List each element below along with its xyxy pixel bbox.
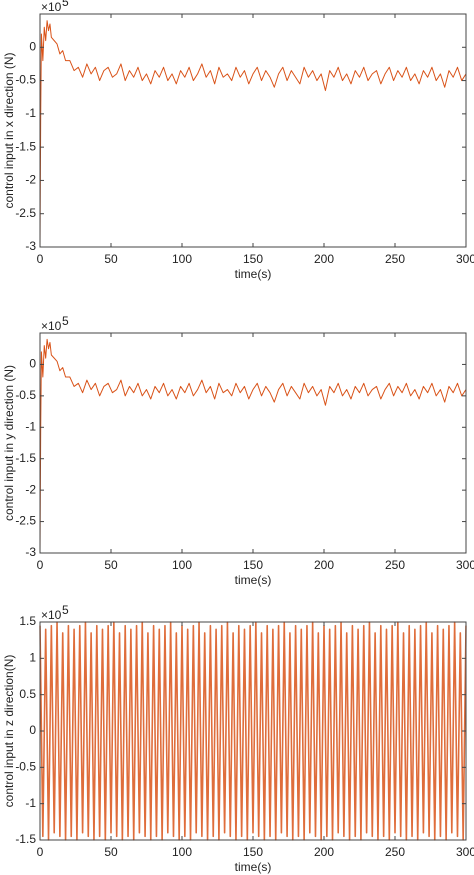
x-tick-label: 300 xyxy=(456,845,474,859)
y-exponent-base: ×10 xyxy=(41,0,62,14)
x-tick-label: 150 xyxy=(243,558,263,572)
data-line xyxy=(40,21,466,247)
axes-box xyxy=(39,332,467,554)
x-tick-label: 300 xyxy=(456,252,474,266)
subplot: 0 50 100 150 200 250 300 -3 -2.5 -2 -1.5 -1 -0.5 0 tim… xyxy=(2,0,474,281)
y-axis-label: control input in z direction(N) xyxy=(2,655,16,808)
x-tick-label: 50 xyxy=(104,558,118,572)
y-exponent: 5 xyxy=(62,603,69,617)
y-tick-label: 0 xyxy=(29,357,36,371)
y-exponent-base: ×10 xyxy=(41,319,62,333)
x-tick-label: 200 xyxy=(314,845,334,859)
y-tick-label: -1 xyxy=(25,106,36,120)
x-tick-label: 50 xyxy=(104,252,118,266)
x-tick-label: 150 xyxy=(243,252,263,266)
x-axis-label: time(s) xyxy=(235,267,272,281)
y-tick-label: -2 xyxy=(25,482,36,496)
y-tick-label: -1.5 xyxy=(15,139,36,153)
subplot: 0 50 100 150 200 250 300 -1.5 -1 -0.5 0 0.5 1 1.5 time… xyxy=(2,603,474,874)
y-tick-label: -2 xyxy=(25,173,36,187)
y-tick-label: -1 xyxy=(25,796,36,810)
x-axis-label: time(s) xyxy=(235,573,272,587)
x-tick-label: 100 xyxy=(172,252,192,266)
x-tick-label: 300 xyxy=(456,558,474,572)
y-tick-label: -0.5 xyxy=(15,760,36,774)
x-axis-label: time(s) xyxy=(235,860,272,874)
x-tick-label: 250 xyxy=(385,252,405,266)
x-tick-label: 100 xyxy=(172,845,192,859)
subplot: 0 50 100 150 200 250 300 -3 -2.5 -2 -1.5 -1 -0.5 0 tim… xyxy=(2,314,474,587)
y-tick-label: -1.5 xyxy=(15,451,36,465)
y-tick-label: 0.5 xyxy=(19,687,36,701)
y-tick-label: -0.5 xyxy=(15,73,36,87)
axes-box xyxy=(39,13,467,248)
y-tick-label: -3 xyxy=(25,545,36,559)
y-exponent-base: ×10 xyxy=(41,608,62,622)
x-tick-label: 0 xyxy=(37,845,44,859)
x-tick-label: 50 xyxy=(104,845,118,859)
y-tick-label: 1 xyxy=(29,651,36,665)
x-tick-label: 250 xyxy=(385,558,405,572)
x-tick-label: 0 xyxy=(37,252,44,266)
x-tick-label: 0 xyxy=(37,558,44,572)
y-tick-label: -3 xyxy=(25,239,36,253)
y-tick-label: 0 xyxy=(29,39,36,53)
y-exponent: 5 xyxy=(62,0,69,9)
x-tick-label: 200 xyxy=(314,558,334,572)
y-exponent: 5 xyxy=(62,314,69,328)
y-tick-label: 1.5 xyxy=(19,614,36,628)
data-line xyxy=(40,622,466,840)
x-tick-label: 200 xyxy=(314,252,334,266)
x-tick-label: 150 xyxy=(243,845,263,859)
y-tick-label: -0.5 xyxy=(15,388,36,402)
x-tick-label: 100 xyxy=(172,558,192,572)
y-tick-label: -2.5 xyxy=(15,206,36,220)
y-tick-label: 0 xyxy=(29,723,36,737)
y-tick-label: -1 xyxy=(25,419,36,433)
y-tick-label: -2.5 xyxy=(15,514,36,528)
y-axis-label: control input in y direction (N) xyxy=(2,365,16,521)
data-line xyxy=(40,339,466,553)
x-tick-label: 250 xyxy=(385,845,405,859)
y-axis-label: control input in x direction (N) xyxy=(2,52,16,208)
y-tick-label: -1.5 xyxy=(15,832,36,846)
